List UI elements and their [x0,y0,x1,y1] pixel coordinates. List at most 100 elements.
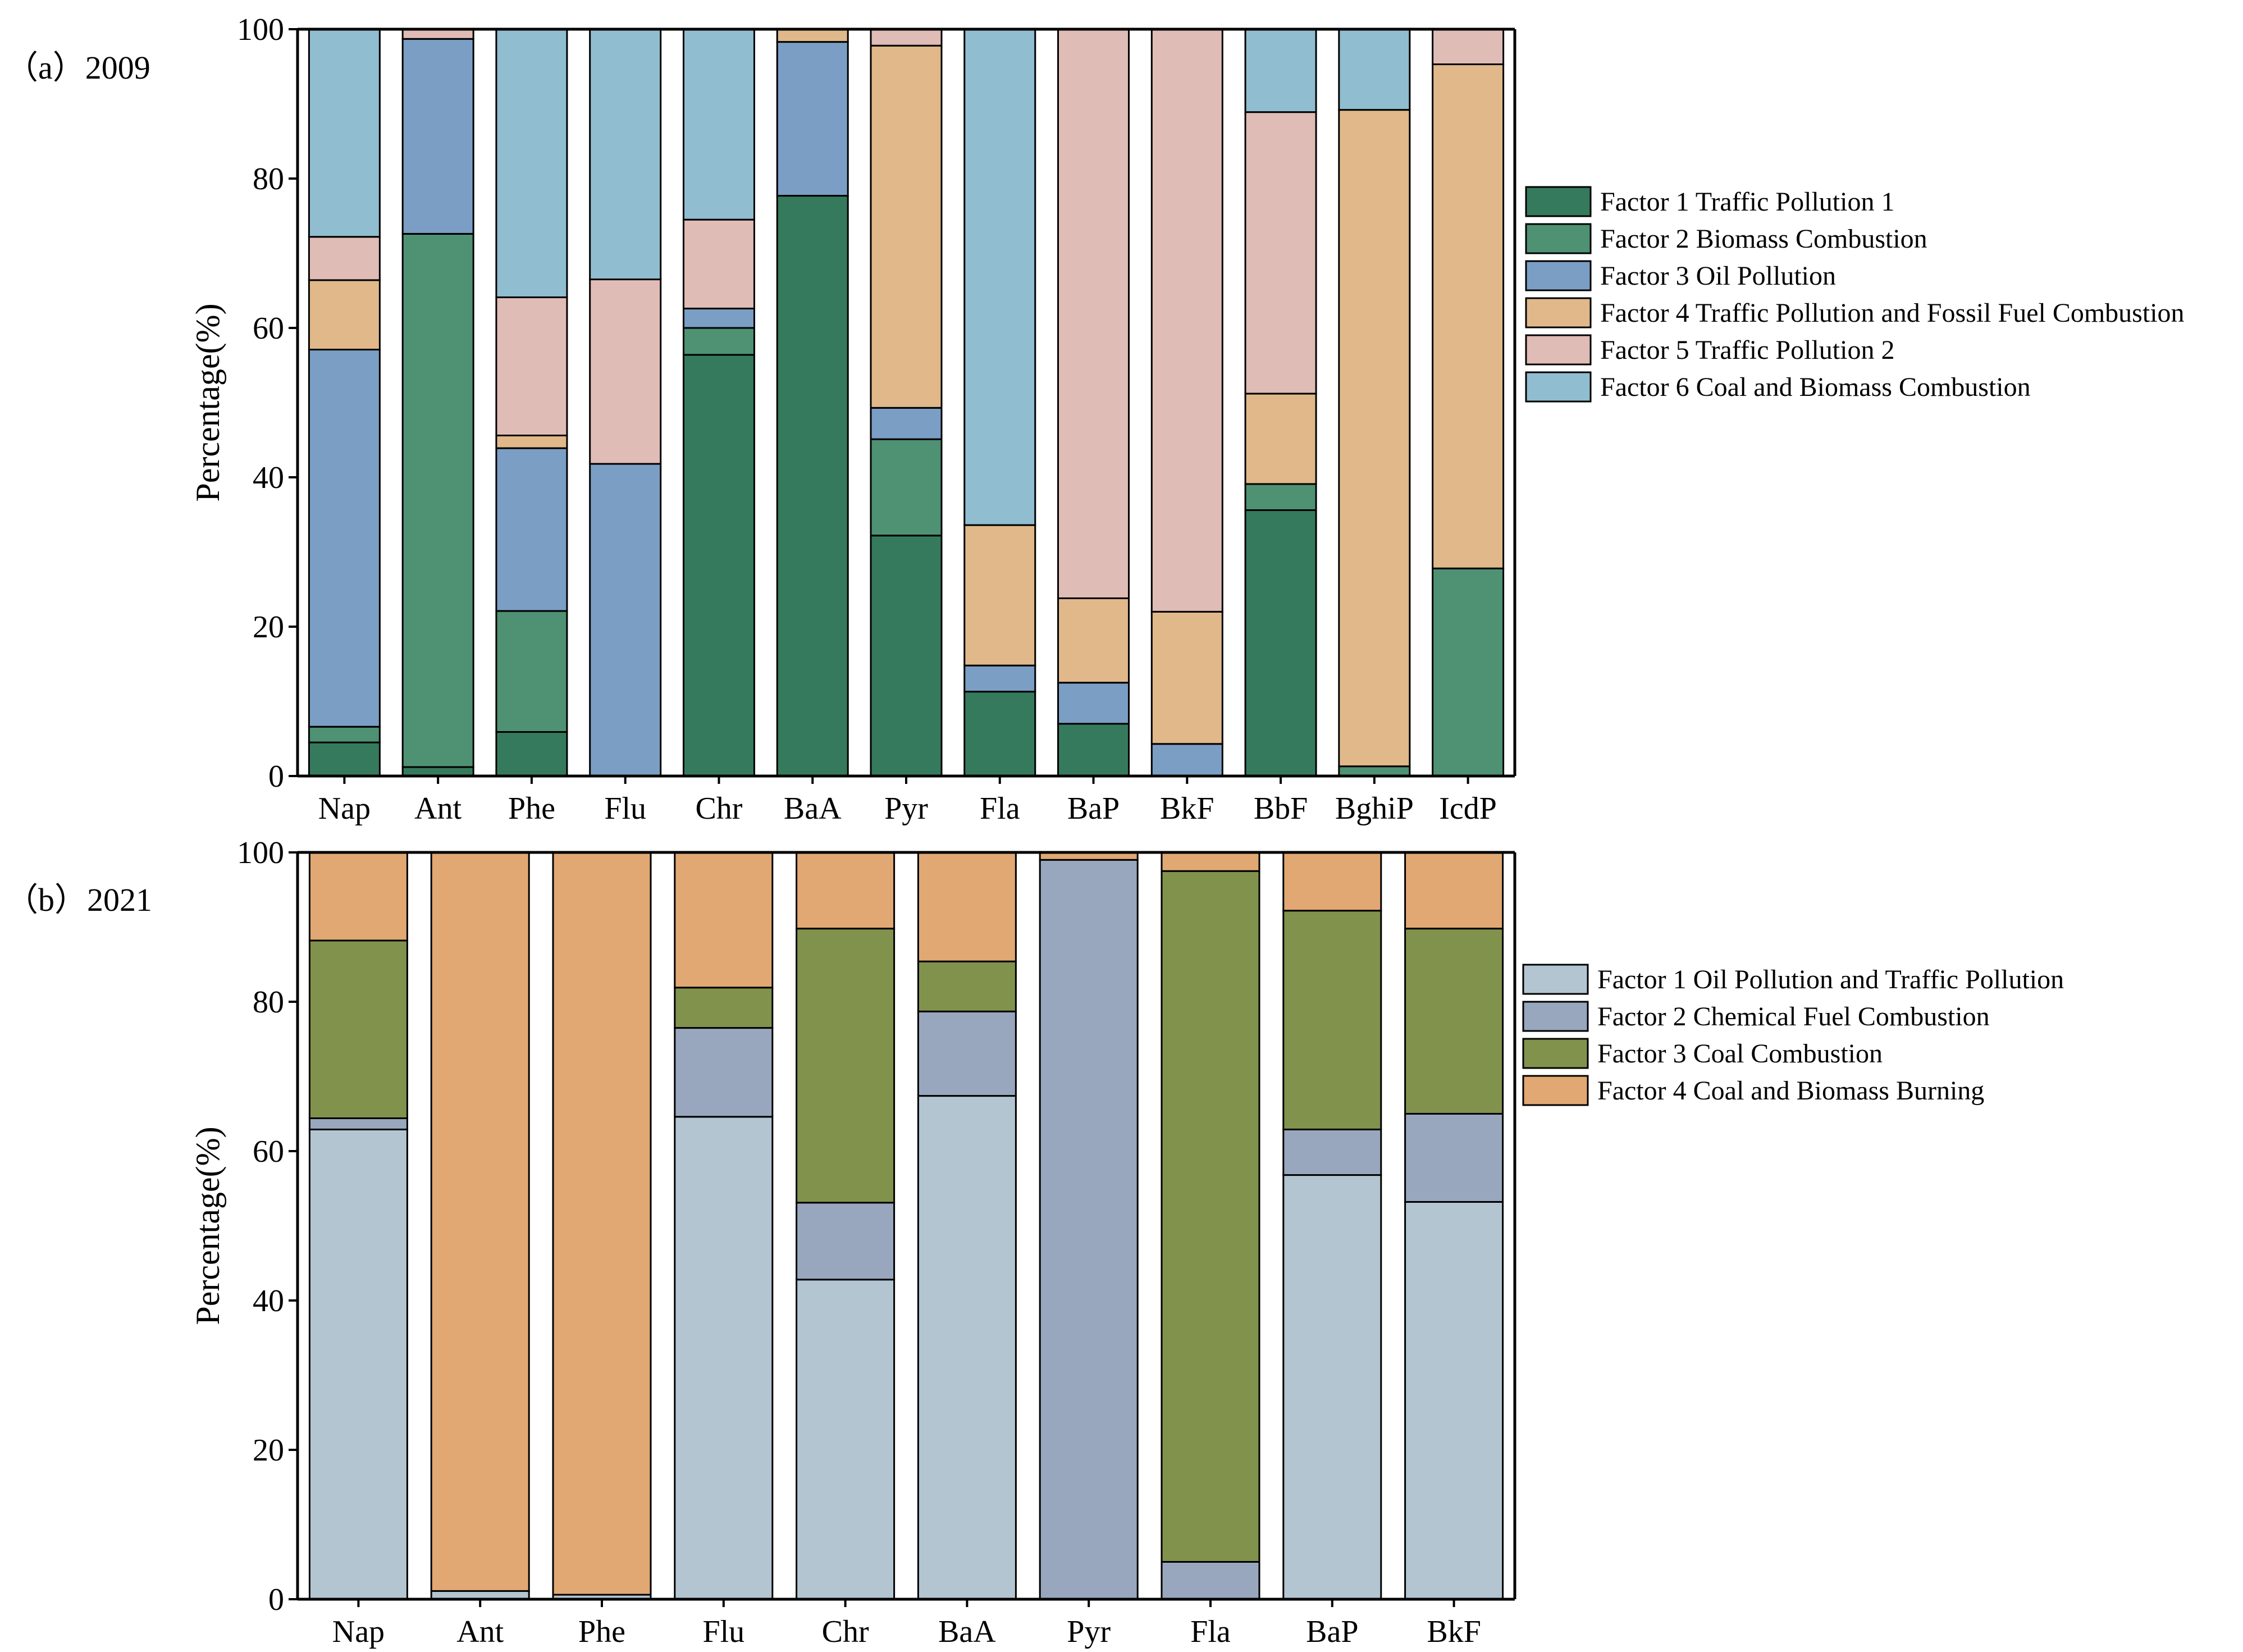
x-tick-label-flu: Flu [604,791,646,826]
bar-segment-bbf-factor-5 [1244,111,1317,395]
bar-segment-bghip-factor-4 [1338,109,1411,768]
x-tick-label-chr: Chr [822,1614,869,1649]
bar-segment-baa-factor-1 [917,1095,1017,1600]
x-tick-label-nap: Nap [318,791,371,826]
bar-segment-chr-factor-5 [682,218,755,309]
legend-swatch-factor-4 [1525,297,1592,328]
x-tick-label-bbf: BbF [1254,791,1308,826]
legend: Factor 1 Traffic Pollution 1 Factor 2 Bio… [1525,186,2185,403]
bar-segment-ant-factor-3 [401,38,474,235]
chart-panel-a: Nap Ant Phe Flu Chr BaA Pyr Fla BaP BkF BbF BghiP Ic… [189,12,2185,826]
x-tick-label-fla: Fla [980,791,1020,826]
x-tick-label-bkf: BkF [1160,791,1214,826]
bar-segment-phe-factor-5 [495,296,568,437]
x-tick-label-nap: Nap [332,1614,385,1649]
bar-segment-nap-factor-4 [308,279,381,351]
y-tick-label-80: 80 [253,985,284,1020]
legend-swatch-factor-2 [1522,1001,1589,1032]
bar-segment-flu-factor-1 [674,1116,774,1600]
bar-segment-bkf-factor-1 [1404,1201,1504,1600]
bar-segment-bghip-factor-6 [1338,28,1411,111]
legend-label-factor-3: Factor 3 Oil Pollution [1600,261,1836,291]
bar-segment-bkf-factor-5 [1150,28,1223,613]
legend-label-factor-1: Factor 1 Oil Pollution and Traffic Pollu… [1597,965,2064,994]
legend-label-factor-2: Factor 2 Biomass Combustion [1600,224,1927,254]
x-tick-label-bghip: BghiP [1335,791,1414,826]
bar-segment-phe-factor-6 [495,28,568,298]
legend-swatch-factor-2 [1525,223,1592,254]
bar-segment-fla-factor-4 [1161,851,1260,872]
bar-segment-ant-factor-2 [401,232,474,768]
bar-segment-icdp-factor-5 [1432,28,1505,66]
x-tick-label-bap: BaP [1306,1614,1358,1649]
bar-segment-chr-factor-1 [796,1279,896,1600]
y-tick-label-100: 100 [237,836,284,870]
bar-segment-flu-factor-3 [589,463,662,777]
bar-segment-fla-factor-2 [1161,1561,1260,1600]
bar-segment-flu-factor-6 [589,28,662,281]
legend-swatch-factor-5 [1525,334,1592,366]
y-tick-label-0: 0 [268,1582,284,1617]
bar-segment-fla-factor-4 [963,524,1036,667]
bar-segment-bap-factor-4 [1057,597,1130,684]
bar-segment-bbf-factor-4 [1244,393,1317,485]
bar-segment-phe-factor-3 [495,447,568,612]
legend-swatch-factor-3 [1525,260,1592,291]
bar-segment-bap-factor-5 [1057,28,1130,599]
bar-segment-bbf-factor-2 [1244,483,1317,512]
bar-segment-ant-factor-5 [401,28,474,40]
bar-segment-fla-factor-1 [963,691,1036,777]
y-tick-label-40: 40 [253,1284,284,1318]
bar-segment-baa-factor-3 [917,960,1017,1012]
legend-label-factor-4: Factor 4 Coal and Biomass Burning [1597,1076,1984,1106]
bar-segment-bkf-factor-4 [1404,851,1504,930]
bar-segment-nap-factor-2 [308,725,381,743]
legend-label-factor-6: Factor 6 Coal and Biomass Combustion [1600,372,2031,402]
y-tick-label-100: 100 [237,12,284,47]
y-tick-label-60: 60 [253,311,284,346]
y-tick-label-0: 0 [268,759,284,794]
bar-segment-flu-factor-4 [674,851,774,989]
x-tick-label-baa: BaA [938,1614,996,1649]
bar-segment-phe-factor-2 [495,610,568,733]
x-tick-label-phe: Phe [578,1614,625,1649]
bar-segment-ant-factor-4 [430,851,530,1592]
bar-segment-baa-factor-4 [917,851,1017,962]
legend-label-factor-3: Factor 3 Coal Combustion [1597,1039,1883,1069]
bar-segment-baa-factor-3 [776,41,849,197]
bar-segment-chr-factor-1 [682,354,755,777]
legend-swatch-factor-4 [1522,1075,1589,1106]
bar-segment-pyr-factor-2 [1039,859,1139,1600]
bar-segment-bkf-factor-3 [1404,928,1504,1115]
legend-swatch-factor-1 [1522,964,1589,995]
bar-segment-chr-factor-4 [796,851,896,930]
bar-segment-icdp-factor-4 [1432,63,1505,569]
bar-segment-flu-factor-2 [674,1027,774,1118]
bar-segment-nap-factor-3 [308,939,408,1119]
bar-segment-flu-factor-5 [589,279,662,465]
bar-segment-icdp-factor-2 [1432,567,1505,777]
bar-segment-nap-factor-5 [308,236,381,281]
legend-label-factor-4: Factor 4 Traffic Pollution and Fossil Fu… [1600,298,2185,328]
x-tick-label-icdp: IcdP [1439,791,1497,826]
x-tick-label-pyr: Pyr [884,791,928,826]
bar-segment-pyr-factor-5 [870,28,943,47]
legend-label-factor-1: Factor 1 Traffic Pollution 1 [1600,187,1894,217]
bar-segment-fla-factor-3 [963,664,1036,693]
bar-segment-bghip-factor-2 [1338,765,1411,777]
bar-segment-baa-factor-1 [776,195,849,777]
legend-label-factor-2: Factor 2 Chemical Fuel Combustion [1597,1002,1990,1032]
bar-segment-bbf-factor-6 [1244,28,1317,113]
bar-segment-nap-factor-1 [308,1128,408,1600]
bar-segment-bap-factor-1 [1057,723,1130,777]
y-tick-label-60: 60 [253,1134,284,1169]
x-tick-label-ant: Ant [414,791,462,826]
bar-segment-nap-factor-2 [308,1117,408,1130]
legend-swatch-factor-3 [1522,1038,1589,1069]
bar-segment-pyr-factor-4 [870,44,943,409]
bar-segment-chr-factor-2 [796,1202,896,1281]
x-tick-label-phe: Phe [508,791,555,826]
bar-segment-bap-factor-1 [1282,1174,1382,1600]
x-tick-label-flu: Flu [702,1614,744,1649]
